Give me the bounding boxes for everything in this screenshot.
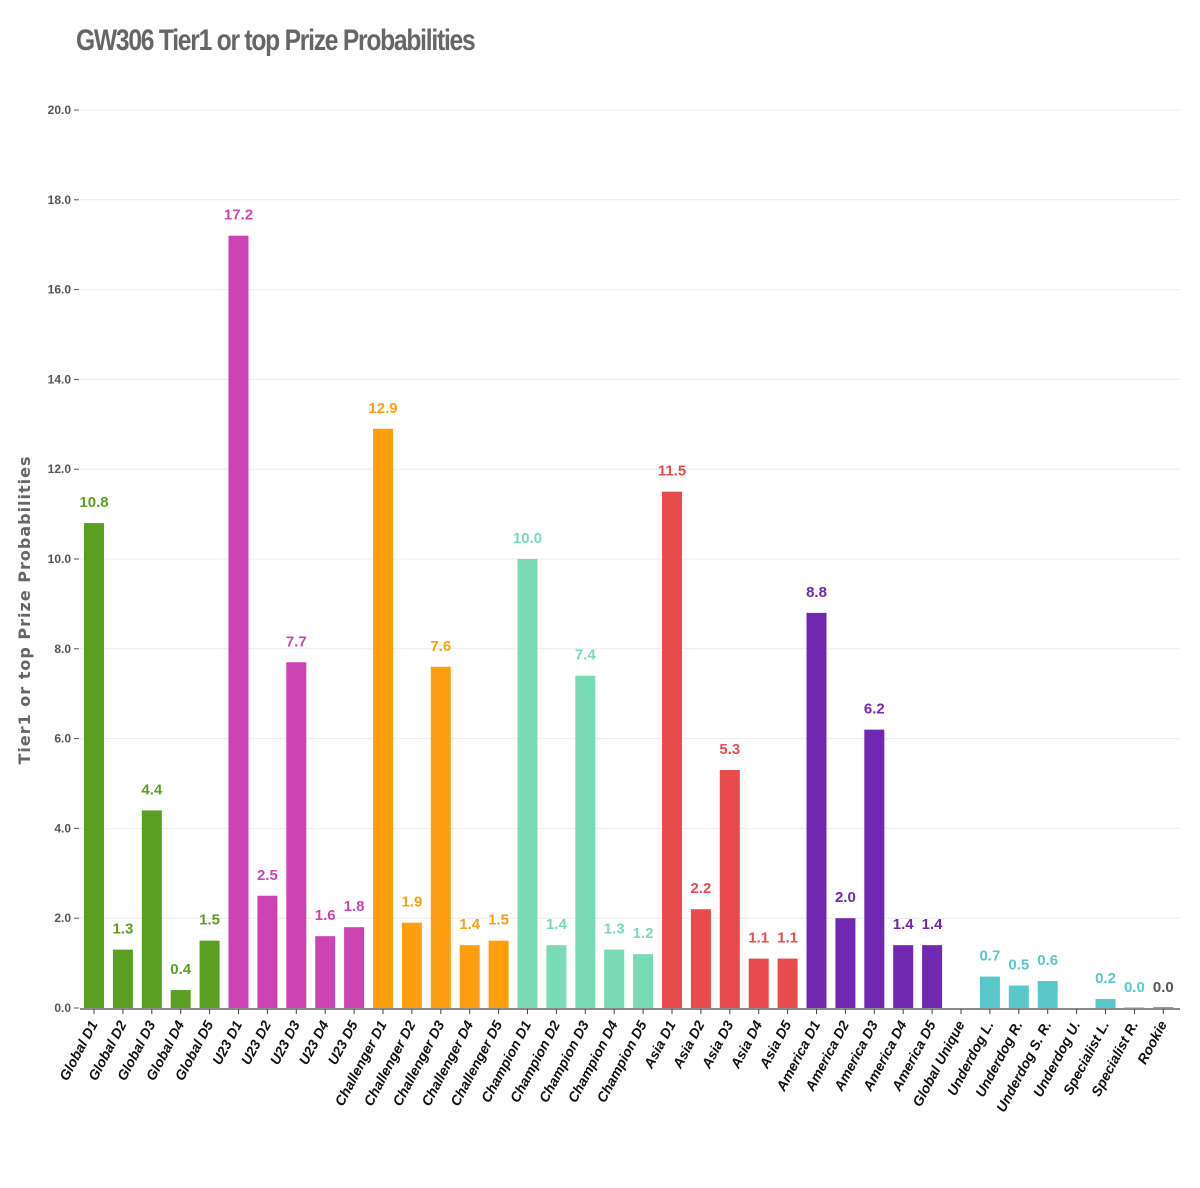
- data-label: 10.0: [513, 530, 542, 547]
- data-label: 1.3: [112, 921, 133, 938]
- data-label: 0.0: [1124, 979, 1145, 996]
- bar: [864, 729, 885, 1008]
- data-label: 17.2: [224, 207, 253, 224]
- y-tick-label: 10.0: [48, 552, 72, 566]
- data-label: 1.4: [893, 916, 915, 933]
- chart-title: GW306 Tier1 or top Prize Probabilities: [76, 24, 476, 57]
- y-tick-label: 20.0: [48, 103, 72, 117]
- bar: [1095, 999, 1116, 1008]
- y-tick-label: 0.0: [54, 1001, 71, 1015]
- data-labels: 10.8 1.3 4.4 0.4 1.5 17.2 2.5 7.7 1.6 1.8 12.9 1.9 7…: [79, 207, 1173, 996]
- bar: [1037, 981, 1058, 1008]
- bar: [170, 990, 191, 1008]
- data-label: 7.6: [430, 638, 451, 655]
- bar: [806, 612, 827, 1008]
- data-label: 1.4: [459, 916, 481, 933]
- bar: [979, 976, 1000, 1008]
- data-label: 5.3: [719, 741, 740, 758]
- bar: [228, 235, 249, 1009]
- bar: [748, 958, 769, 1008]
- bar: [286, 662, 307, 1008]
- y-tick-label: 4.0: [54, 821, 71, 835]
- bar: [690, 909, 711, 1008]
- bar: [835, 918, 856, 1008]
- data-label: 7.4: [575, 647, 597, 664]
- bar: [401, 922, 422, 1008]
- data-label: 12.9: [368, 400, 397, 417]
- bar: [517, 559, 538, 1008]
- gridlines: [80, 109, 1180, 919]
- bars: [84, 235, 1174, 1009]
- bar: [459, 945, 480, 1008]
- data-label: 1.5: [488, 912, 509, 929]
- data-label: 2.5: [257, 867, 278, 884]
- y-tick-label: 6.0: [54, 732, 71, 746]
- bar: [575, 675, 596, 1008]
- data-label: 1.8: [344, 898, 365, 915]
- bar: [488, 940, 509, 1008]
- bar: [84, 523, 104, 1008]
- bar: [1153, 1007, 1174, 1008]
- bar: [777, 958, 798, 1008]
- bar: [1124, 1007, 1145, 1008]
- data-label: 6.2: [864, 701, 885, 718]
- bar: [893, 945, 914, 1008]
- data-label: 10.8: [79, 494, 108, 511]
- bar: [546, 945, 567, 1008]
- data-label: 1.1: [748, 930, 769, 947]
- y-tick-label: 16.0: [48, 283, 72, 297]
- data-label: 1.9: [401, 894, 422, 911]
- bar: [719, 770, 740, 1008]
- data-label: 0.4: [170, 961, 192, 978]
- data-label: 4.4: [141, 781, 163, 798]
- data-label: 0.6: [1037, 952, 1058, 969]
- y-axis: 0.0 2.0 4.0 6.0 8.0 10.0 12.0 14.0 16.0 18.0 20.0: [48, 103, 79, 1015]
- y-tick-label: 18.0: [48, 193, 72, 207]
- bar: [1008, 985, 1029, 1008]
- data-label: 0.5: [1008, 957, 1029, 974]
- data-label: 1.4: [922, 916, 944, 933]
- data-label: 1.5: [199, 912, 220, 929]
- y-tick-label: 2.0: [54, 911, 71, 925]
- data-label: 8.8: [806, 584, 827, 601]
- y-tick-label: 8.0: [54, 642, 71, 656]
- data-label: 0.0: [1153, 979, 1174, 996]
- bar: [604, 949, 625, 1008]
- data-label: 1.2: [633, 925, 654, 942]
- data-label: 1.6: [315, 907, 336, 924]
- bar: [373, 428, 393, 1008]
- data-label: 1.1: [777, 930, 798, 947]
- data-label: 1.4: [546, 916, 568, 933]
- data-label: 1.3: [604, 921, 625, 938]
- bar: [112, 949, 133, 1008]
- bar: [633, 954, 654, 1008]
- data-label: 11.5: [658, 463, 686, 480]
- data-label: 7.7: [286, 633, 307, 650]
- y-axis-title: Tier1 or top Prize Probabilities: [15, 455, 34, 764]
- bar: [199, 940, 220, 1008]
- data-label: 2.2: [690, 880, 711, 897]
- bar: [257, 895, 278, 1008]
- bar: [315, 936, 336, 1008]
- data-label: 2.0: [835, 889, 856, 906]
- y-tick-label: 12.0: [48, 462, 72, 476]
- data-label: 0.7: [979, 948, 1000, 965]
- y-tick-label: 14.0: [48, 372, 72, 386]
- bar: [141, 810, 162, 1008]
- bar: [344, 927, 365, 1008]
- bar: [662, 491, 682, 1008]
- bar: [922, 945, 943, 1008]
- data-label: 0.2: [1095, 970, 1116, 987]
- bar: [430, 666, 451, 1008]
